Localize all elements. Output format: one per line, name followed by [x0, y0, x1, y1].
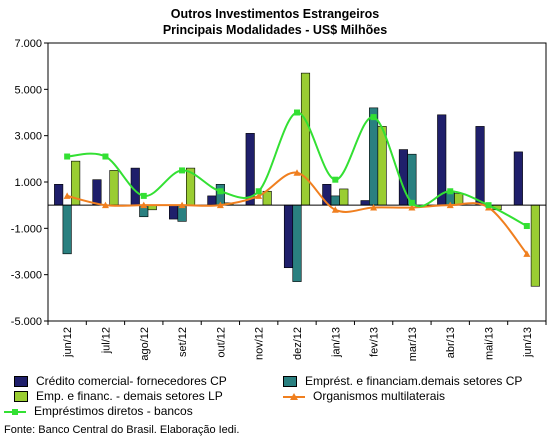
- y-tick-label: 1.000: [14, 177, 42, 189]
- x-tick-label: jan/13: [330, 327, 342, 358]
- bar: [369, 107, 379, 206]
- y-tick-label: -1.000: [11, 223, 42, 235]
- legend-swatch: [283, 376, 297, 388]
- legend-label: Emprést. e financiam.demais setores CP: [305, 374, 523, 388]
- x-tick-label: jun/13: [522, 327, 534, 358]
- bar: [245, 133, 255, 206]
- bar: [207, 195, 217, 206]
- x-tick-label: ago/12: [139, 327, 151, 361]
- bar: [360, 200, 370, 206]
- bar: [300, 72, 311, 206]
- source-note: Fonte: Banco Central do Brasil. Elaboraç…: [4, 424, 240, 436]
- y-tick-label: 5.000: [14, 84, 42, 96]
- bar: [109, 170, 119, 206]
- bar: [513, 151, 523, 206]
- line-point: [102, 153, 109, 160]
- line-point: [408, 199, 415, 206]
- legend-label: Emp. e financ. - demais setores LP: [36, 389, 223, 403]
- x-tick-label: mar/13: [407, 327, 419, 361]
- legend-item-emp-financ-lp: Emp. e financ. - demais setores LP: [14, 389, 223, 403]
- line-point: [178, 201, 186, 209]
- line-point: [140, 201, 148, 209]
- line-point: [523, 250, 531, 257]
- y-tick-label: -3.000: [11, 270, 42, 282]
- line-point: [101, 201, 109, 209]
- legend-swatch: [14, 391, 28, 403]
- line-point: [140, 192, 147, 199]
- legend-label: Organismos multilaterais: [313, 389, 446, 403]
- x-tick-label: dez/12: [292, 327, 304, 360]
- line-point: [216, 201, 224, 209]
- x-tick-label: mai/13: [484, 327, 496, 360]
- line-point: [331, 206, 339, 213]
- bar: [54, 184, 64, 206]
- line-point: [255, 188, 262, 195]
- line-point: [447, 188, 454, 195]
- line-point: [408, 203, 416, 211]
- line-point: [255, 192, 263, 199]
- x-tick-label: out/12: [215, 327, 227, 358]
- line-point: [523, 223, 530, 230]
- x-tick-label: fev/13: [369, 327, 381, 357]
- x-tick-label: jun/12: [62, 327, 74, 358]
- chart-plot: -5.000 -3.000 -1.000 1.000 3.000 5.000 7.000 ju…: [11, 38, 547, 361]
- x-tick-label: abr/13: [445, 327, 457, 358]
- bar: [169, 204, 179, 220]
- line-point: [294, 109, 300, 116]
- legend-item-emprestimos-diretos: Empréstimos diretos - bancos: [4, 404, 193, 418]
- line-point: [179, 167, 186, 174]
- y-tick-label: 7.000: [14, 38, 42, 50]
- x-tick-label: jul/12: [100, 327, 112, 354]
- line-point: [485, 202, 492, 209]
- x-tick-label: set/12: [177, 327, 189, 357]
- chart-title-block: Outros Investimentos Estrangeiros Princi…: [0, 6, 550, 38]
- line-point: [446, 201, 454, 209]
- legend-label: Empréstimos diretos - bancos: [34, 404, 193, 418]
- legend-item-emprest-financiam-cp: Emprést. e financiam.demais setores CP: [283, 374, 522, 388]
- chart-subtitle: Principais Modalidades - US$ Milhões: [162, 23, 388, 37]
- bar: [475, 126, 485, 206]
- line-point: [64, 153, 71, 160]
- line-point: [217, 188, 224, 195]
- line-point: [370, 203, 378, 211]
- bar: [292, 204, 302, 282]
- y-tick-label: 3.000: [14, 131, 42, 143]
- line-point: [332, 176, 339, 183]
- bar: [62, 204, 72, 255]
- chart-title: Outros Investimentos Estrangeiros: [170, 7, 380, 21]
- x-tick-label: nov/12: [254, 327, 266, 360]
- bar: [377, 126, 387, 206]
- bar: [283, 204, 294, 269]
- bar: [530, 204, 540, 287]
- legend-swatch: [14, 376, 28, 388]
- bar: [339, 188, 349, 206]
- line-point: [370, 114, 377, 121]
- bar: [92, 179, 102, 206]
- y-tick-label: -5.000: [11, 316, 42, 328]
- legend-swatch: [283, 392, 305, 402]
- line-point: [293, 169, 301, 176]
- bar: [330, 195, 340, 206]
- legend-label: Crédito comercial- fornecedores CP: [36, 374, 227, 388]
- legend-item-organismos-multilaterais: Organismos multilaterais: [283, 389, 445, 403]
- line-point: [63, 192, 71, 199]
- legend-swatch: [4, 407, 26, 417]
- legend-item-credito-comercial: Crédito comercial- fornecedores CP: [14, 374, 227, 388]
